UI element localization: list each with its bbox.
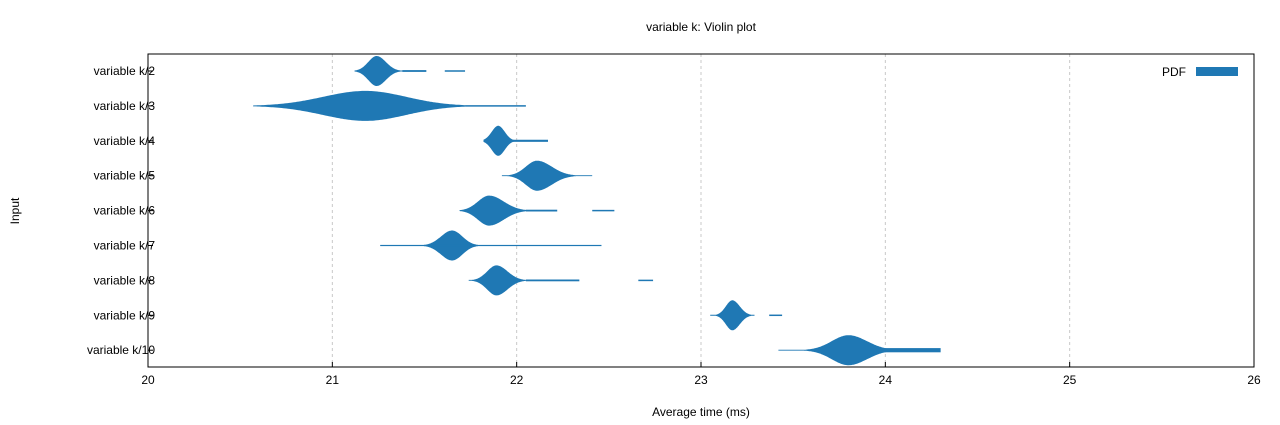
violin-body bbox=[710, 300, 755, 331]
violin-body bbox=[253, 90, 466, 121]
x-tick-label: 20 bbox=[141, 373, 155, 387]
y-axis-ticks: variable k/2 variable k/3 variable k/4 vari… bbox=[87, 64, 155, 357]
violin-tail bbox=[769, 314, 783, 317]
y-tick-label: variable k/4 bbox=[94, 134, 156, 148]
y-tick-label: variable k/6 bbox=[94, 204, 156, 218]
x-axis-label: Average time (ms) bbox=[652, 405, 750, 419]
violin-body bbox=[468, 265, 539, 296]
y-tick-label: variable k/2 bbox=[94, 64, 156, 78]
y-tick-label: variable k/10 bbox=[87, 343, 155, 357]
violin-tail bbox=[402, 70, 427, 72]
y-tick-label: variable k/3 bbox=[94, 99, 156, 113]
x-axis-ticks: 20 21 22 23 24 25 26 bbox=[141, 362, 1261, 387]
x-tick-label: 24 bbox=[879, 373, 893, 387]
y-tick-label: variable k/7 bbox=[94, 239, 156, 253]
x-tick-label: 25 bbox=[1063, 373, 1077, 387]
violin-tail bbox=[444, 70, 466, 72]
violin-tail bbox=[592, 209, 615, 212]
violin-body bbox=[459, 195, 536, 226]
x-tick-label: 26 bbox=[1247, 373, 1261, 387]
x-tick-label: 22 bbox=[510, 373, 524, 387]
chart-title: variable k: Violin plot bbox=[646, 20, 757, 34]
violin-tail bbox=[380, 244, 602, 247]
x-tick-label: 23 bbox=[694, 373, 708, 387]
legend-swatch bbox=[1196, 67, 1238, 76]
y-tick-label: variable k/9 bbox=[94, 308, 156, 322]
violin-tail bbox=[638, 279, 654, 282]
violin-body bbox=[778, 335, 897, 366]
violin-tail bbox=[525, 279, 580, 282]
y-tick-label: variable k/8 bbox=[94, 273, 156, 287]
violin-tail bbox=[876, 348, 941, 353]
violin-tail bbox=[525, 209, 558, 212]
violin-body bbox=[483, 125, 519, 156]
violin-tail bbox=[465, 105, 526, 107]
x-gridlines bbox=[331, 54, 1071, 367]
legend: PDF bbox=[1162, 65, 1238, 79]
y-tick-label: variable k/5 bbox=[94, 169, 156, 183]
violin-series bbox=[253, 56, 941, 366]
violin-body bbox=[501, 160, 593, 191]
violin-tail bbox=[512, 139, 549, 142]
x-tick-label: 21 bbox=[326, 373, 340, 387]
y-axis-label: Input bbox=[8, 197, 22, 224]
legend-label: PDF bbox=[1162, 65, 1186, 79]
violin-body bbox=[354, 56, 425, 86]
